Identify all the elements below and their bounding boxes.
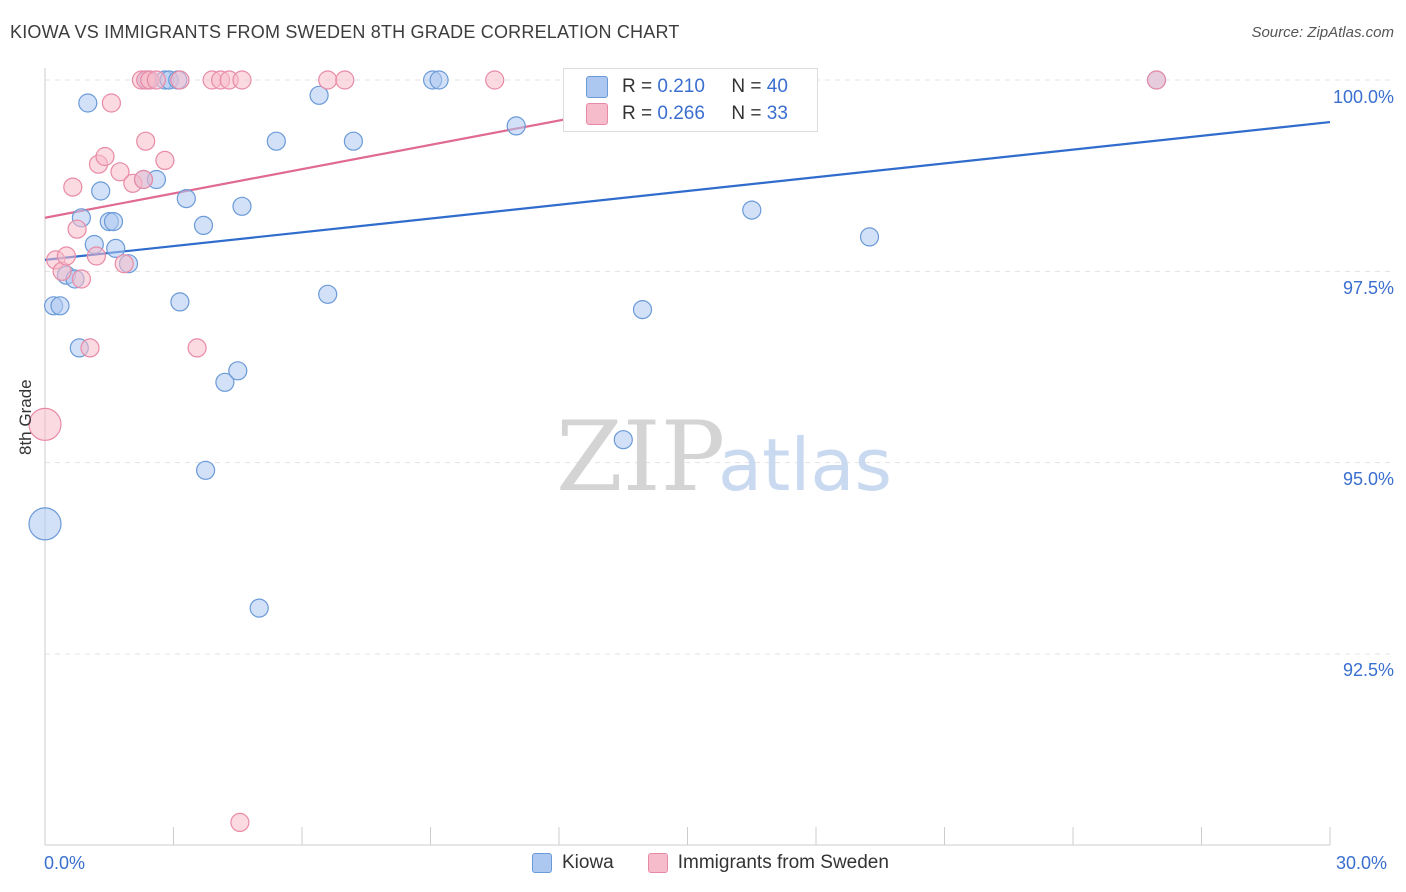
y-tick-label-92-5: 92.5%: [1342, 660, 1394, 680]
kiowa-r-value: 0.210: [657, 76, 705, 97]
kiowa-point: [266, 131, 286, 151]
sweden-point: [230, 812, 250, 833]
kiowa-point: [50, 296, 70, 316]
stats-row-kiowa: R = 0.210 N = 40: [586, 74, 788, 100]
legend-kiowa-label: Kiowa: [562, 852, 614, 873]
watermark-atlas: atlas: [718, 423, 892, 507]
kiowa-point: [106, 238, 126, 258]
kiowa-point: [309, 85, 329, 105]
x-tick-label-0: 0.0%: [44, 853, 86, 873]
sweden-point: [67, 219, 87, 239]
data-points: [28, 70, 1167, 833]
chart-title: KIOWA VS IMMIGRANTS FROM SWEDEN 8TH GRAD…: [10, 22, 680, 42]
kiowa-trend-line: [44, 120, 1331, 261]
legend-kiowa-swatch: [532, 853, 552, 873]
kiowa-point: [176, 189, 196, 209]
sweden-point: [1146, 70, 1167, 90]
sweden-point: [146, 70, 166, 90]
legend-sweden-label: Immigrants from Sweden: [677, 852, 889, 873]
sweden-r-label: R =: [622, 103, 653, 124]
kiowa-point: [318, 284, 338, 304]
sweden-point: [155, 150, 175, 170]
sweden-point: [136, 131, 156, 151]
y-axis-title: 8th Grade: [16, 379, 35, 455]
sweden-swatch: [586, 103, 608, 125]
sweden-point: [28, 407, 62, 441]
y-tick-label-95: 95.0%: [1342, 469, 1394, 489]
kiowa-point: [343, 131, 363, 151]
sweden-point: [133, 169, 154, 190]
kiowa-point: [429, 70, 449, 90]
sweden-point: [170, 70, 190, 90]
sweden-point: [232, 70, 252, 90]
kiowa-swatch: [586, 76, 608, 98]
legend-item-kiowa[interactable]: Kiowa: [532, 852, 614, 874]
sweden-point: [187, 338, 207, 358]
sweden-r-value: 0.266: [657, 103, 705, 124]
x-tick-label-30: 30.0%: [1336, 853, 1388, 873]
sweden-point: [56, 246, 77, 266]
legend-sweden-swatch: [647, 853, 668, 873]
source-credit: Source: ZipAtlas.com: [1251, 24, 1394, 41]
kiowa-point: [859, 227, 880, 247]
y-tick-label-97-5: 97.5%: [1342, 278, 1394, 298]
kiowa-r-label: R =: [622, 76, 653, 97]
kiowa-n-value: 40: [766, 76, 788, 97]
kiowa-point: [215, 372, 235, 392]
legend-item-sweden[interactable]: Immigrants from Sweden: [647, 852, 889, 874]
kiowa-point: [193, 215, 214, 235]
kiowa-point: [196, 460, 216, 480]
gridlines: [45, 79, 1390, 655]
sweden-point: [114, 254, 134, 274]
kiowa-point: [613, 430, 633, 450]
sweden-point: [95, 146, 115, 167]
sweden-point: [101, 93, 122, 113]
sweden-point: [485, 70, 505, 90]
watermark-zip: ZIP: [556, 401, 725, 513]
series-legend: Kiowa Immigrants from Sweden: [532, 852, 923, 874]
kiowa-point: [103, 212, 124, 232]
kiowa-point: [632, 300, 653, 320]
sweden-point: [80, 338, 100, 358]
sweden-point: [335, 70, 355, 90]
kiowa-point: [742, 200, 762, 220]
sweden-point: [110, 162, 130, 182]
sweden-n-value: 33: [766, 103, 788, 124]
kiowa-point: [78, 93, 98, 113]
kiowa-point: [170, 292, 190, 312]
stats-row-sweden: R = 0.266 N = 33: [586, 101, 788, 127]
kiowa-point: [91, 181, 111, 201]
sweden-point: [71, 269, 92, 289]
kiowa-point: [28, 507, 62, 541]
sweden-point: [86, 246, 107, 266]
sweden-point: [318, 70, 338, 90]
kiowa-point: [232, 196, 252, 216]
kiowa-point: [249, 598, 269, 618]
correlation-legend: R = 0.210 N = 40 R = 0.266 N = 33: [563, 68, 818, 132]
kiowa-n-label: N =: [731, 76, 762, 97]
axes: [44, 68, 1331, 846]
kiowa-point: [228, 361, 248, 381]
sweden-n-label: N =: [731, 103, 762, 124]
kiowa-point: [506, 116, 526, 136]
y-tick-label-100: 100.0%: [1332, 87, 1394, 107]
sweden-point: [63, 177, 83, 197]
